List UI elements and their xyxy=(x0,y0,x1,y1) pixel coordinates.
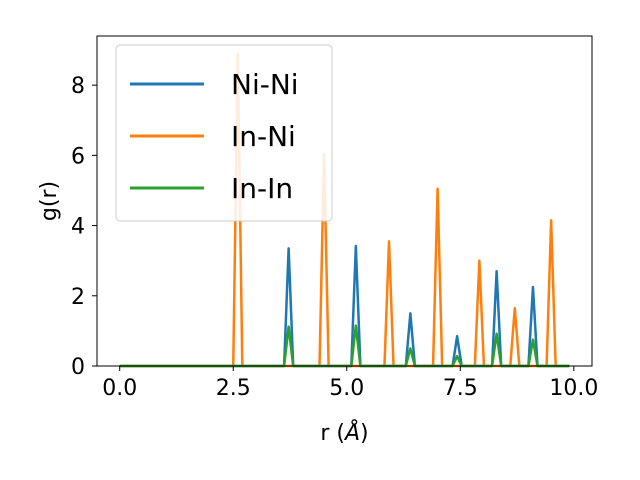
y-axis-label: g(r) xyxy=(37,181,62,221)
x-tick-label: 10.0 xyxy=(549,376,598,401)
legend-box xyxy=(115,44,333,222)
x-tick-label: 7.5 xyxy=(443,376,478,401)
x-axis: 0.0 2.5 5.0 7.5 10.0 xyxy=(102,366,598,401)
x-tick-label: 0.0 xyxy=(102,376,137,401)
y-tick-label: 8 xyxy=(71,74,85,99)
legend-label: In-In xyxy=(231,172,293,205)
x-axis-label-text: r ( xyxy=(320,421,345,446)
x-axis-label: r (Å) xyxy=(320,419,368,446)
x-tick-label: 5.0 xyxy=(329,376,364,401)
y-tick-label: 4 xyxy=(71,215,85,240)
plot-frame xyxy=(96,35,593,367)
y-axis: 0 2 4 6 8 xyxy=(71,74,97,380)
y-tick-label: 0 xyxy=(71,355,85,380)
y-tick-label: 2 xyxy=(71,285,85,310)
legend: Ni-Ni In-Ni In-In xyxy=(115,44,333,222)
legend-label: Ni-Ni xyxy=(231,68,299,101)
x-tick-label: 2.5 xyxy=(216,376,251,401)
y-tick-label: 6 xyxy=(71,144,85,169)
x-axis-label-unit: Å xyxy=(343,419,360,446)
x-axis-label-suffix: ) xyxy=(360,421,369,446)
legend-label: In-Ni xyxy=(231,120,296,153)
